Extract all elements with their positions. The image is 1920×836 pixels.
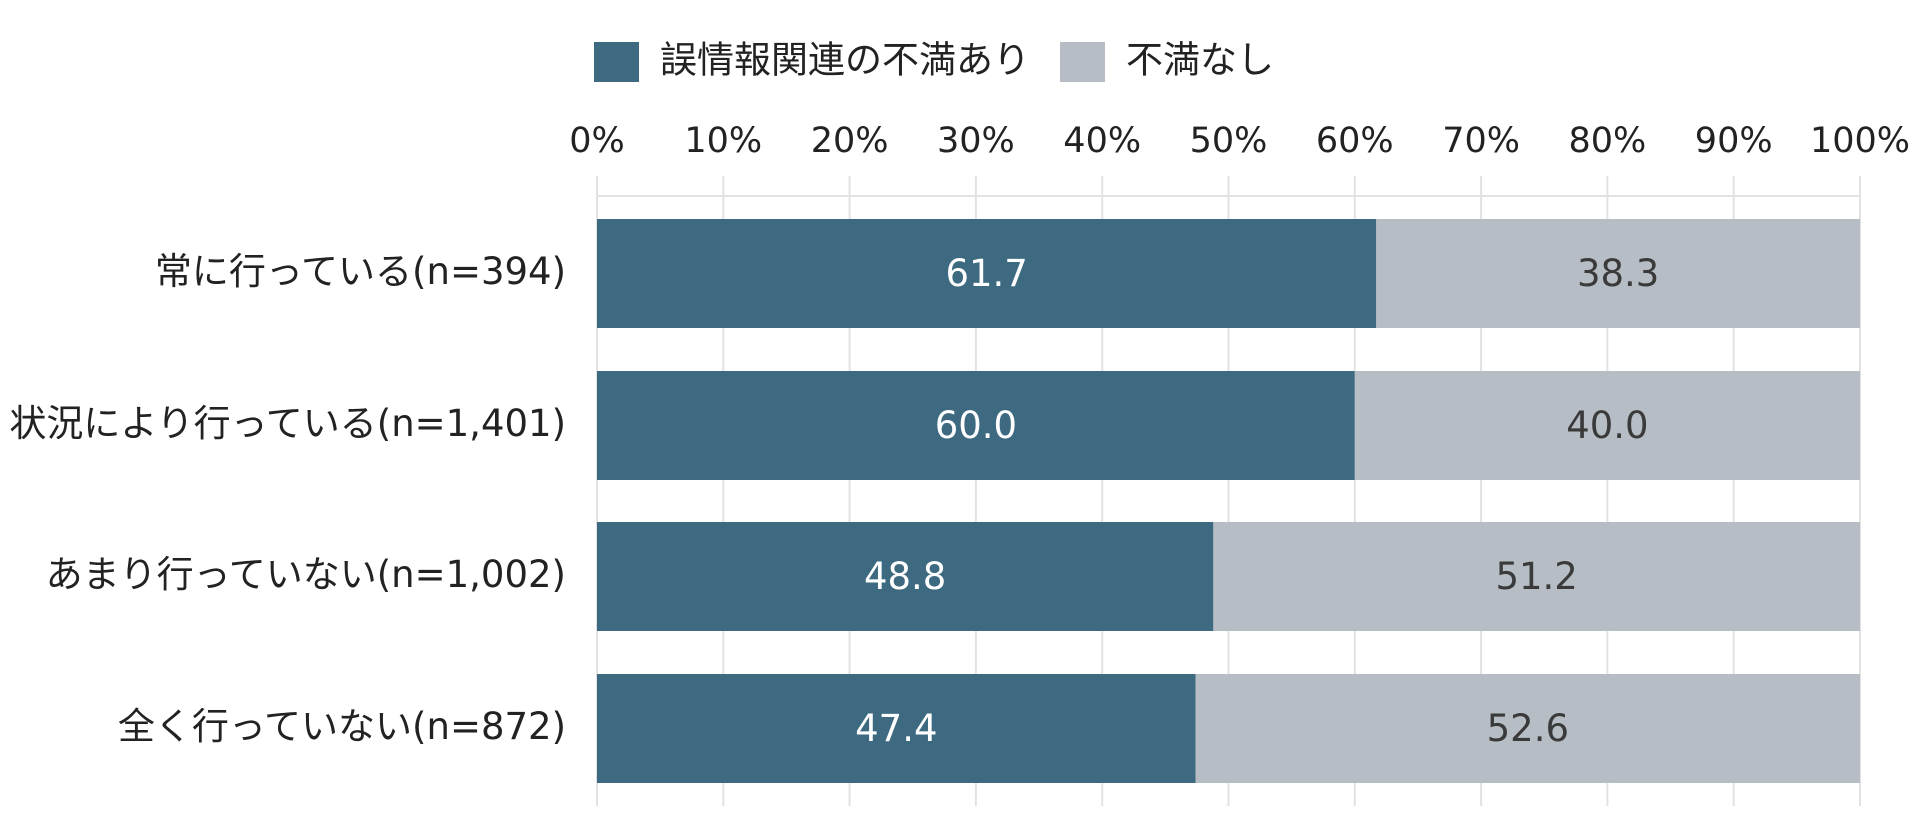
x-tick-label: 0% [569, 121, 625, 161]
x-tick-label: 100% [1810, 121, 1910, 161]
bar-value-label: 47.4 [855, 707, 937, 750]
bar-segment [597, 219, 1377, 328]
legend-swatch [1060, 42, 1105, 82]
bar-value-label: 48.8 [864, 555, 946, 598]
category-label: 常に行っている(n=394) [155, 250, 566, 293]
bar-value-label: 38.3 [1577, 252, 1659, 295]
legend-label: 不満なし [1126, 39, 1274, 82]
bar-value-label: 51.2 [1495, 555, 1577, 598]
x-tick-label: 60% [1316, 121, 1394, 161]
x-tick-label: 80% [1569, 121, 1647, 161]
bar-segment [597, 371, 1355, 480]
bar-segment [597, 522, 1214, 631]
bar-segment [597, 674, 1196, 783]
bar-value-label: 40.0 [1566, 404, 1648, 447]
x-tick-label: 40% [1063, 121, 1141, 161]
legend-label: 誤情報関連の不満あり [660, 39, 1030, 82]
x-tick-label: 30% [937, 121, 1015, 161]
bar-segment [1376, 219, 1860, 328]
legend-swatch [594, 42, 639, 82]
bars: 61.7 38.3 60.0 40.0 48.8 51.2 47.4 52.6 [597, 219, 1860, 783]
category-labels: 常に行っている(n=394) 状況により行っている(n=1,401) あまり行ってい… [9, 250, 566, 748]
category-label: 全く行っていない(n=872) [118, 705, 566, 748]
category-label: あまり行っていない(n=1,002) [46, 553, 566, 596]
category-label: 状況により行っている(n=1,401) [9, 402, 566, 445]
x-tick-label: 70% [1442, 121, 1520, 161]
bar-segment [1195, 674, 1860, 783]
x-tick-label: 50% [1190, 121, 1268, 161]
x-tick-label: 90% [1695, 121, 1773, 161]
bar-segment [1354, 371, 1860, 480]
x-tick-label: 10% [684, 121, 762, 161]
x-axis-ticks: 0% 10% 20% 30% 40% 50% 60% 70% 80% 90% 100% [569, 121, 1910, 161]
bar-segment [1213, 522, 1860, 631]
bar-value-label: 52.6 [1487, 707, 1569, 750]
legend: 誤情報関連の不満あり 不満なし [594, 39, 1274, 82]
bar-value-label: 60.0 [935, 404, 1017, 447]
x-tick-label: 20% [811, 121, 889, 161]
bar-value-label: 61.7 [945, 252, 1027, 295]
